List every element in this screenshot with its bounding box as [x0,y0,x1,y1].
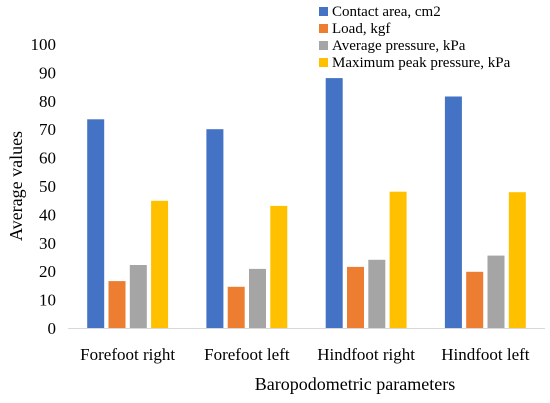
bar [206,129,224,328]
bar [108,281,126,328]
y-tick-label: 30 [39,234,56,253]
x-tick-label: Forefoot left [204,345,290,364]
bar [129,265,147,328]
x-axis-title: Baropodometric parameters [255,374,455,394]
y-tick-label: 70 [39,120,56,139]
y-tick-label: 50 [39,177,56,196]
legend-label: Average pressure, kPa [332,38,466,54]
bar [444,96,462,328]
y-tick-label: 90 [39,63,56,82]
x-tick-label: Hindfoot right [317,345,415,364]
bar [466,271,484,328]
x-tick-label: Forefoot right [80,345,175,364]
legend-swatch [319,7,328,16]
y-tick-label: 100 [31,35,57,54]
bar [87,119,105,328]
bar [227,286,245,328]
y-tick-label: 40 [39,205,56,224]
bar [325,78,343,328]
bar [368,259,386,328]
y-tick-label: 0 [48,319,57,338]
legend-label: Maximum peak pressure, kPa [332,55,511,71]
bar [347,266,364,328]
bar [487,255,505,328]
bars [87,78,526,328]
x-tick-label: Hindfoot left [441,345,530,364]
y-tick-label: 10 [39,291,56,310]
bar [270,205,288,328]
y-tick-label: 80 [39,92,56,111]
bar [389,191,407,328]
legend-swatch [319,58,328,67]
y-tick-label: 60 [39,149,56,168]
legend-swatch [319,41,328,50]
bar [508,192,526,328]
x-axis-labels: Forefoot right Forefoot left Hindfoot righ… [80,345,530,364]
y-axis-ticks: 0 10 20 30 40 50 60 70 80 90 100 [31,35,57,338]
y-tick-label: 20 [39,262,56,281]
legend-label: Contact area, cm2 [332,4,441,20]
bar [151,200,169,328]
y-axis-title: Average values [6,131,26,241]
legend-label: Load, kgf [332,21,390,37]
bar [249,268,266,328]
legend-swatch [319,24,328,33]
